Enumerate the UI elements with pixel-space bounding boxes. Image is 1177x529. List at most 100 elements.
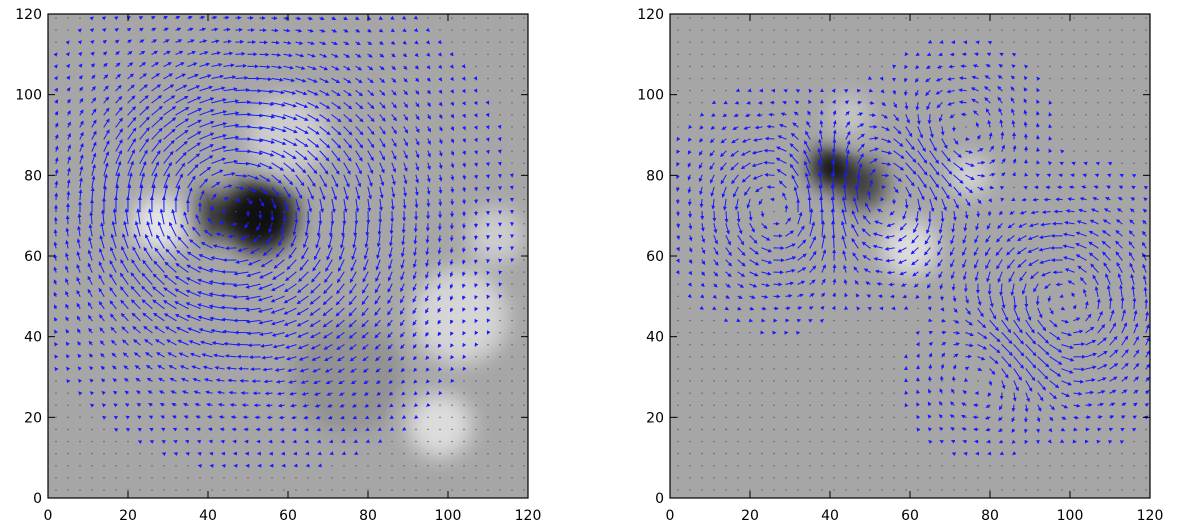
grid-dot [1121, 477, 1123, 479]
grid-dot [701, 90, 703, 92]
grid-dot [271, 198, 273, 201]
vector-arrow [207, 415, 213, 420]
grid-dot [713, 356, 715, 358]
vector-arrow [915, 331, 920, 336]
grid-dot [451, 392, 453, 394]
vector-arrow [66, 75, 71, 80]
grid-dot [343, 465, 345, 467]
grid-dot [857, 489, 859, 491]
grid-dot [127, 283, 129, 285]
grid-dot [1145, 77, 1147, 80]
grid-dot [1097, 150, 1099, 152]
vector-arrow [486, 330, 491, 335]
vector-arrow [101, 378, 106, 383]
grid-dot [905, 465, 907, 467]
vector-arrow [210, 256, 225, 261]
grid-dot [343, 489, 345, 491]
vector-arrow [141, 285, 153, 297]
vector-arrow [113, 415, 119, 420]
vector-arrow [54, 87, 58, 93]
grid-dot [677, 77, 679, 80]
grid-dot [487, 380, 489, 382]
grid-dot [487, 404, 489, 406]
grid-dot [451, 416, 453, 418]
grid-dot [463, 380, 465, 382]
grid-dot [499, 453, 501, 455]
vector-arrow [169, 377, 177, 382]
grid-dot [845, 465, 847, 467]
grid-dot [379, 477, 381, 479]
grid-dot [797, 380, 799, 382]
vector-arrow [163, 16, 169, 20]
grid-dot [713, 332, 715, 334]
vector-arrow [88, 327, 93, 333]
vector-arrow [146, 377, 153, 382]
grid-dot [689, 65, 691, 68]
vector-arrow [111, 220, 117, 236]
grid-dot [797, 53, 799, 55]
grid-dot [499, 102, 501, 104]
vector-arrow [163, 84, 175, 92]
vector-arrow [462, 175, 467, 181]
grid-dot [725, 489, 727, 491]
vector-arrow [127, 160, 134, 176]
grid-dot [917, 41, 919, 43]
vector-arrow [195, 415, 201, 420]
grid-dot [307, 247, 309, 249]
vector-arrow [699, 305, 704, 310]
grid-dot [785, 392, 787, 394]
grid-dot [785, 65, 787, 68]
grid-dot [511, 477, 513, 479]
vector-arrow [199, 85, 213, 92]
grid-dot [499, 477, 501, 479]
vector-arrow [903, 305, 909, 310]
vector-arrow [223, 159, 239, 164]
grid-dot [821, 368, 823, 370]
vector-arrow [115, 73, 122, 79]
grid-dot [749, 404, 751, 406]
vector-arrow [53, 228, 58, 236]
grid-dot [187, 477, 189, 479]
grid-dot [749, 440, 751, 443]
grid-dot [511, 465, 513, 467]
vector-arrow [88, 236, 93, 249]
grid-dot [905, 344, 907, 346]
vector-arrow [462, 187, 467, 193]
grid-dot [1061, 138, 1063, 140]
grid-dot [55, 392, 57, 394]
vector-arrow [761, 306, 767, 311]
vector-arrow [171, 402, 177, 407]
grid-dot [785, 77, 787, 80]
grid-dot [127, 65, 129, 68]
grid-dot [773, 29, 775, 31]
grid-dot [773, 453, 775, 455]
vector-arrow [127, 50, 133, 55]
grid-dot [523, 77, 525, 80]
vector-arrow [247, 199, 253, 205]
grid-dot [463, 453, 465, 455]
grid-dot [881, 29, 883, 31]
vector-arrow [154, 326, 165, 334]
vector-arrow [66, 379, 71, 384]
grid-dot [797, 17, 799, 19]
vector-arrow [175, 263, 189, 273]
vector-arrow [163, 62, 172, 67]
grid-dot [1061, 29, 1063, 31]
grid-dot [677, 380, 679, 382]
grid-dot [487, 440, 489, 443]
grid-dot [761, 465, 763, 467]
vector-arrow [139, 138, 149, 152]
vector-arrow [796, 318, 802, 323]
vector-arrow [139, 84, 148, 92]
vector-arrow [127, 106, 137, 116]
grid-dot [989, 477, 991, 479]
grid-dot [689, 77, 691, 80]
grid-dot [725, 368, 727, 370]
vector-arrow [235, 259, 249, 264]
grid-dot [295, 247, 297, 249]
vector-arrow [377, 439, 383, 443]
vector-arrow [462, 366, 467, 371]
vector-arrow [115, 183, 120, 200]
grid-dot [833, 380, 835, 382]
